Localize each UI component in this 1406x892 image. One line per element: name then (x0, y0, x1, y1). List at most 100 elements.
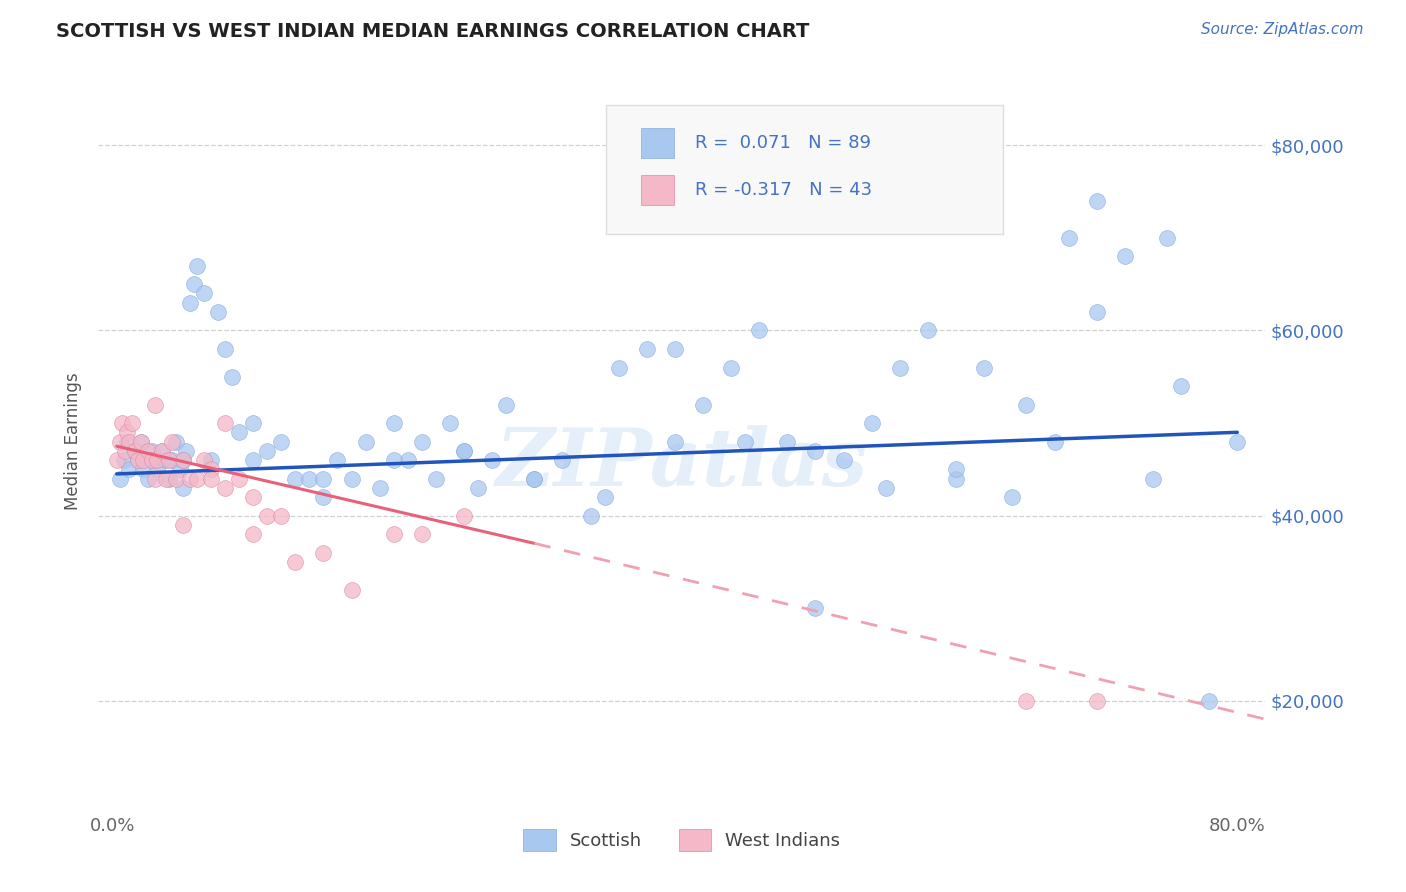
Point (129, 434, 152, 449)
Point (312, 490, 335, 504)
Point (1226, 434, 1249, 449)
Point (115, 425, 138, 440)
Point (664, 434, 686, 449)
Point (214, 416, 236, 430)
Point (228, 425, 250, 440)
Point (207, 305, 229, 319)
Point (143, 453, 166, 467)
Point (1085, 194, 1108, 208)
Point (242, 490, 264, 504)
Point (425, 471, 447, 485)
Point (495, 398, 517, 412)
Point (411, 434, 433, 449)
Text: Source: ZipAtlas.com: Source: ZipAtlas.com (1201, 22, 1364, 37)
Point (1043, 434, 1066, 449)
Point (945, 471, 967, 485)
Point (523, 471, 546, 485)
Point (172, 453, 194, 467)
Point (734, 434, 756, 449)
FancyBboxPatch shape (641, 175, 673, 204)
Point (214, 342, 236, 356)
Point (122, 443, 145, 458)
Point (270, 434, 292, 449)
Y-axis label: Median Earnings: Median Earnings (65, 373, 83, 510)
Point (193, 286, 215, 301)
Point (214, 481, 236, 495)
FancyBboxPatch shape (641, 128, 673, 158)
Point (127, 453, 149, 467)
Point (112, 453, 135, 467)
Point (354, 434, 377, 449)
Point (111, 416, 134, 430)
Point (453, 443, 475, 458)
Point (121, 416, 143, 430)
Text: ZIPatlas: ZIPatlas (496, 425, 868, 502)
Point (172, 481, 194, 495)
Point (1156, 231, 1178, 245)
Text: R = -0.317   N = 43: R = -0.317 N = 43 (695, 181, 872, 199)
Text: R =  0.071   N = 89: R = 0.071 N = 89 (695, 134, 870, 153)
Point (242, 527, 264, 541)
Point (132, 453, 155, 467)
Point (1015, 398, 1038, 412)
Point (312, 545, 335, 560)
Point (155, 471, 177, 485)
Point (776, 434, 799, 449)
Point (186, 471, 208, 485)
Point (200, 453, 222, 467)
Point (439, 416, 461, 430)
Point (186, 259, 208, 273)
Point (467, 481, 489, 495)
Point (453, 443, 475, 458)
Point (1015, 694, 1038, 708)
Point (108, 471, 131, 485)
Point (973, 360, 995, 375)
Point (124, 443, 146, 458)
Point (143, 398, 166, 412)
Point (1085, 305, 1108, 319)
Point (326, 453, 349, 467)
FancyBboxPatch shape (606, 104, 1002, 235)
Point (157, 471, 180, 485)
Point (284, 555, 307, 569)
Point (242, 416, 264, 430)
Point (160, 434, 183, 449)
Point (889, 360, 911, 375)
Point (118, 462, 141, 476)
Point (146, 453, 169, 467)
Point (284, 471, 307, 485)
Point (312, 471, 335, 485)
Point (174, 443, 197, 458)
Point (108, 434, 131, 449)
Point (127, 453, 149, 467)
Point (136, 471, 159, 485)
Point (118, 434, 141, 449)
Point (1085, 694, 1108, 708)
Point (160, 453, 183, 467)
Point (146, 462, 169, 476)
Text: SCOTTISH VS WEST INDIAN MEDIAN EARNINGS CORRELATION CHART: SCOTTISH VS WEST INDIAN MEDIAN EARNINGS … (56, 22, 810, 41)
Point (453, 508, 475, 523)
Point (1170, 379, 1192, 393)
Point (256, 443, 278, 458)
Point (1001, 490, 1024, 504)
Point (172, 517, 194, 532)
Point (150, 443, 173, 458)
Point (1142, 471, 1164, 485)
Point (256, 508, 278, 523)
Point (115, 434, 138, 449)
Point (136, 443, 159, 458)
Point (382, 527, 405, 541)
Point (141, 443, 163, 458)
Point (165, 434, 187, 449)
Point (183, 277, 205, 292)
Point (200, 471, 222, 485)
Point (129, 434, 152, 449)
Legend: Scottish, West Indians: Scottish, West Indians (516, 822, 848, 858)
Point (165, 471, 187, 485)
Point (340, 582, 363, 597)
Point (382, 416, 405, 430)
Point (172, 453, 194, 467)
Point (141, 453, 163, 467)
Point (411, 527, 433, 541)
